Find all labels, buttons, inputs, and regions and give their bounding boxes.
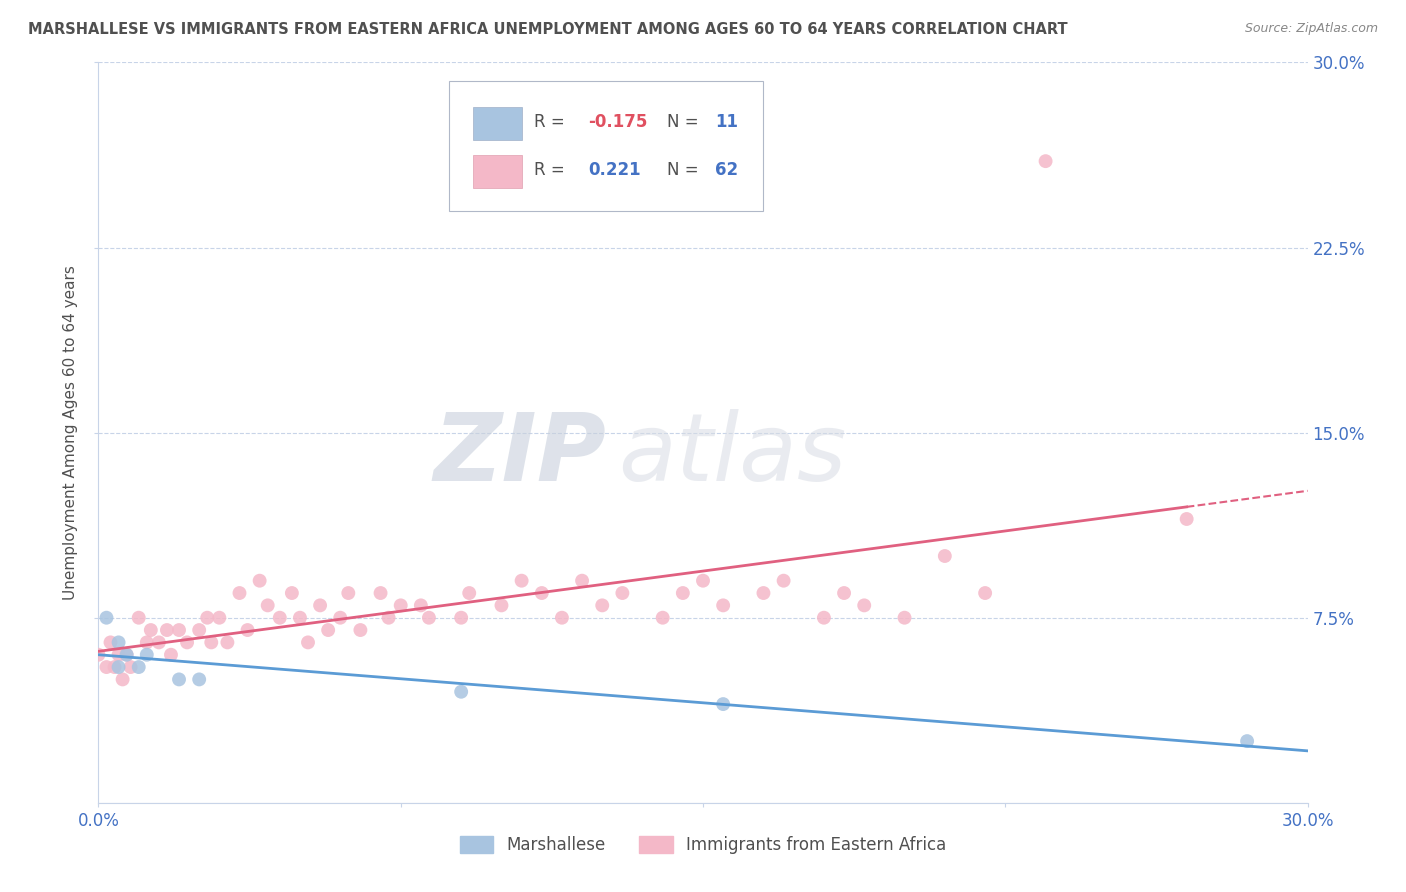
Point: [111, 673, 134, 687]
Point: [100, 635, 122, 649]
Point: [115, 648, 138, 662]
Point: [167, 623, 190, 637]
Point: [217, 635, 239, 649]
Point: [256, 599, 278, 613]
Point: [167, 673, 190, 687]
Point: [156, 623, 179, 637]
Text: Source: ZipAtlas.com: Source: ZipAtlas.com: [1244, 22, 1378, 36]
Point: [832, 586, 855, 600]
Point: [188, 623, 211, 637]
Point: [711, 697, 734, 711]
Point: [893, 610, 915, 624]
Point: [530, 586, 553, 600]
Point: [491, 599, 513, 613]
Point: [87, 648, 110, 662]
Legend: Marshallese, Immigrants from Eastern Africa: Marshallese, Immigrants from Eastern Afr…: [453, 830, 953, 861]
Bar: [474, 107, 522, 140]
Y-axis label: Unemployment Among Ages 60 to 64 years: Unemployment Among Ages 60 to 64 years: [63, 265, 79, 600]
Point: [418, 610, 440, 624]
Point: [813, 610, 835, 624]
Point: [612, 586, 634, 600]
Point: [135, 648, 157, 662]
Point: [349, 623, 371, 637]
Point: [96, 610, 118, 624]
Text: 0.221: 0.221: [588, 161, 641, 178]
Point: [1035, 154, 1057, 169]
Point: [1236, 734, 1258, 748]
FancyBboxPatch shape: [449, 81, 763, 211]
Point: [269, 610, 291, 624]
Point: [236, 623, 259, 637]
Point: [853, 599, 876, 613]
Text: 11: 11: [716, 112, 738, 130]
Point: [591, 599, 613, 613]
Point: [188, 673, 211, 687]
Point: [772, 574, 794, 588]
Point: [329, 610, 352, 624]
Text: atlas: atlas: [619, 409, 846, 500]
Point: [107, 660, 129, 674]
Point: [128, 610, 150, 624]
Point: [934, 549, 956, 563]
Text: MARSHALLESE VS IMMIGRANTS FROM EASTERN AFRICA UNEMPLOYMENT AMONG AGES 60 TO 64 Y: MARSHALLESE VS IMMIGRANTS FROM EASTERN A…: [28, 22, 1067, 37]
Point: [96, 660, 118, 674]
Point: [160, 648, 183, 662]
Point: [281, 586, 304, 600]
Point: [711, 599, 734, 613]
Point: [107, 635, 129, 649]
Point: [370, 586, 392, 600]
Point: [195, 610, 218, 624]
Text: R =: R =: [534, 112, 569, 130]
Text: 62: 62: [716, 161, 738, 178]
Point: [249, 574, 271, 588]
Point: [551, 610, 574, 624]
Point: [120, 660, 142, 674]
Point: [377, 610, 399, 624]
Point: [288, 610, 311, 624]
Text: N =: N =: [666, 112, 703, 130]
Point: [176, 635, 198, 649]
Point: [651, 610, 673, 624]
Point: [115, 648, 138, 662]
Point: [409, 599, 432, 613]
Point: [450, 610, 472, 624]
Point: [107, 648, 129, 662]
Point: [208, 610, 231, 624]
Point: [458, 586, 481, 600]
Point: [148, 635, 170, 649]
Point: [450, 685, 472, 699]
Point: [1175, 512, 1198, 526]
Point: [297, 635, 319, 649]
Point: [510, 574, 533, 588]
Point: [389, 599, 412, 613]
Point: [200, 635, 222, 649]
Point: [103, 660, 125, 674]
Bar: [474, 155, 522, 188]
Text: ZIP: ZIP: [433, 409, 606, 500]
Point: [135, 635, 157, 649]
Point: [228, 586, 250, 600]
Text: N =: N =: [666, 161, 703, 178]
Point: [128, 660, 150, 674]
Point: [337, 586, 360, 600]
Point: [672, 586, 695, 600]
Text: R =: R =: [534, 161, 569, 178]
Point: [974, 586, 997, 600]
Point: [571, 574, 593, 588]
Text: -0.175: -0.175: [588, 112, 648, 130]
Point: [309, 599, 332, 613]
Point: [752, 586, 775, 600]
Point: [139, 623, 162, 637]
Point: [692, 574, 714, 588]
Point: [316, 623, 339, 637]
